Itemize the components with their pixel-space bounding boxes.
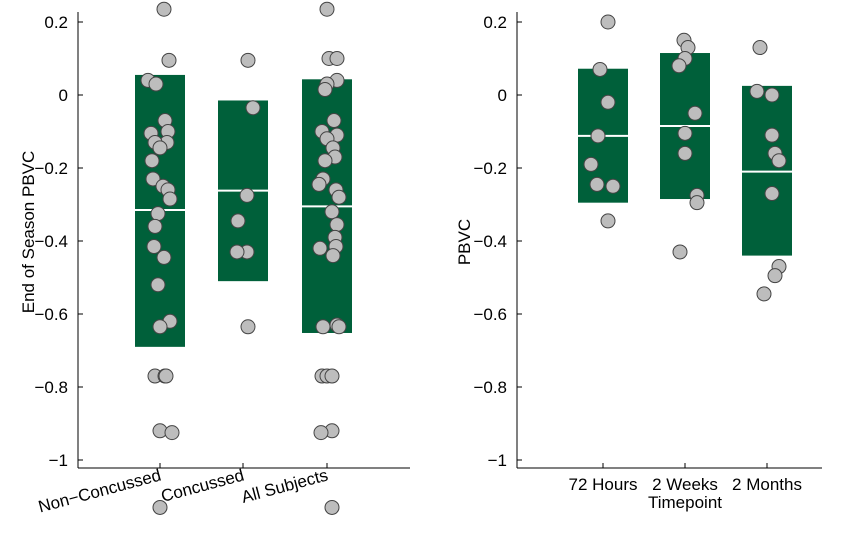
y-tick-label: −1 — [49, 451, 68, 470]
data-point — [245, 100, 261, 116]
data-point — [600, 14, 616, 30]
y-axis-title: PBVC — [455, 219, 474, 265]
x-tick-label: 72 Hours — [569, 475, 638, 494]
data-point — [145, 171, 161, 187]
data-point — [771, 153, 787, 169]
x-tick-label: Concussed — [159, 466, 246, 506]
data-point — [144, 153, 160, 169]
data-point — [161, 52, 177, 68]
data-point — [600, 213, 616, 229]
x-tick-label: 2 Weeks — [652, 475, 718, 494]
data-point — [331, 319, 347, 335]
data-point — [590, 128, 606, 144]
x-tick-label: All Subjects — [239, 466, 330, 507]
data-point — [313, 425, 329, 441]
y-tick-label: −1 — [488, 451, 507, 470]
data-point — [240, 319, 256, 335]
data-point — [146, 238, 162, 254]
data-point — [150, 206, 166, 222]
data-point — [319, 1, 335, 17]
y-tick-label: −0.6 — [34, 305, 68, 324]
data-point — [152, 319, 168, 335]
x-axis-title: Timepoint — [648, 493, 722, 512]
y-tick-label: 0 — [59, 86, 68, 105]
data-point — [764, 87, 780, 103]
data-point — [687, 105, 703, 121]
y-tick-label: 0 — [498, 86, 507, 105]
data-point — [158, 368, 174, 384]
data-point — [229, 244, 245, 260]
data-point — [689, 195, 705, 211]
data-point — [767, 268, 783, 284]
data-point — [325, 248, 341, 264]
data-point — [150, 277, 166, 293]
data-point — [764, 186, 780, 202]
data-point — [240, 52, 256, 68]
data-point — [749, 83, 765, 99]
data-point — [329, 217, 345, 233]
data-point — [583, 156, 599, 172]
data-point — [324, 368, 340, 384]
y-tick-label: −0.4 — [473, 232, 507, 251]
data-point — [148, 76, 164, 92]
chart-panel-2: 0.2 0 −0.2 −0.4 −0.6 −0.8 −1 PBVC 72 Hours 2 Week… — [455, 12, 822, 512]
data-point — [329, 51, 345, 66]
data-point — [605, 178, 621, 194]
data-point — [764, 127, 780, 143]
data-point — [312, 240, 328, 256]
data-point — [317, 82, 333, 98]
data-point — [230, 213, 246, 229]
data-point — [331, 189, 347, 205]
data-point — [671, 58, 687, 74]
x-tick-label: Non−Concussed — [36, 466, 163, 517]
data-point — [600, 94, 616, 110]
chart-panel-1: 0.2 0 −0.2 −0.4 −0.6 −0.8 −1 End of Season PBVC… — [19, 1, 410, 517]
y-tick-label: −0.8 — [34, 378, 68, 397]
data-point — [147, 218, 163, 234]
data-point — [239, 187, 255, 203]
data-point — [311, 176, 327, 192]
y-tick-label: −0.8 — [473, 378, 507, 397]
y-tick-label: −0.6 — [473, 305, 507, 324]
data-point — [589, 176, 605, 192]
x-tick-label: 2 Months — [732, 475, 802, 494]
data-point — [156, 1, 172, 17]
y-tick-label: 0.2 — [44, 13, 68, 32]
y-tick-label: −0.2 — [473, 159, 507, 178]
y-tick-label: 0.2 — [483, 13, 507, 32]
data-point — [152, 499, 168, 515]
data-point — [752, 40, 768, 56]
y-axis-title: End of Season PBVC — [19, 151, 38, 314]
data-point — [324, 499, 340, 515]
data-point — [315, 319, 331, 335]
data-point — [324, 204, 340, 220]
data-point — [677, 125, 693, 141]
data-point — [164, 425, 180, 441]
data-point — [756, 286, 772, 302]
data-point — [592, 61, 608, 77]
y-tick-label: −0.2 — [34, 159, 68, 178]
data-point — [152, 140, 168, 156]
data-point — [156, 249, 172, 265]
y-tick-label: −0.4 — [34, 232, 68, 251]
data-point — [326, 113, 342, 129]
data-point — [672, 244, 688, 260]
data-point — [317, 153, 333, 169]
data-point — [162, 191, 178, 207]
data-point — [677, 145, 693, 161]
